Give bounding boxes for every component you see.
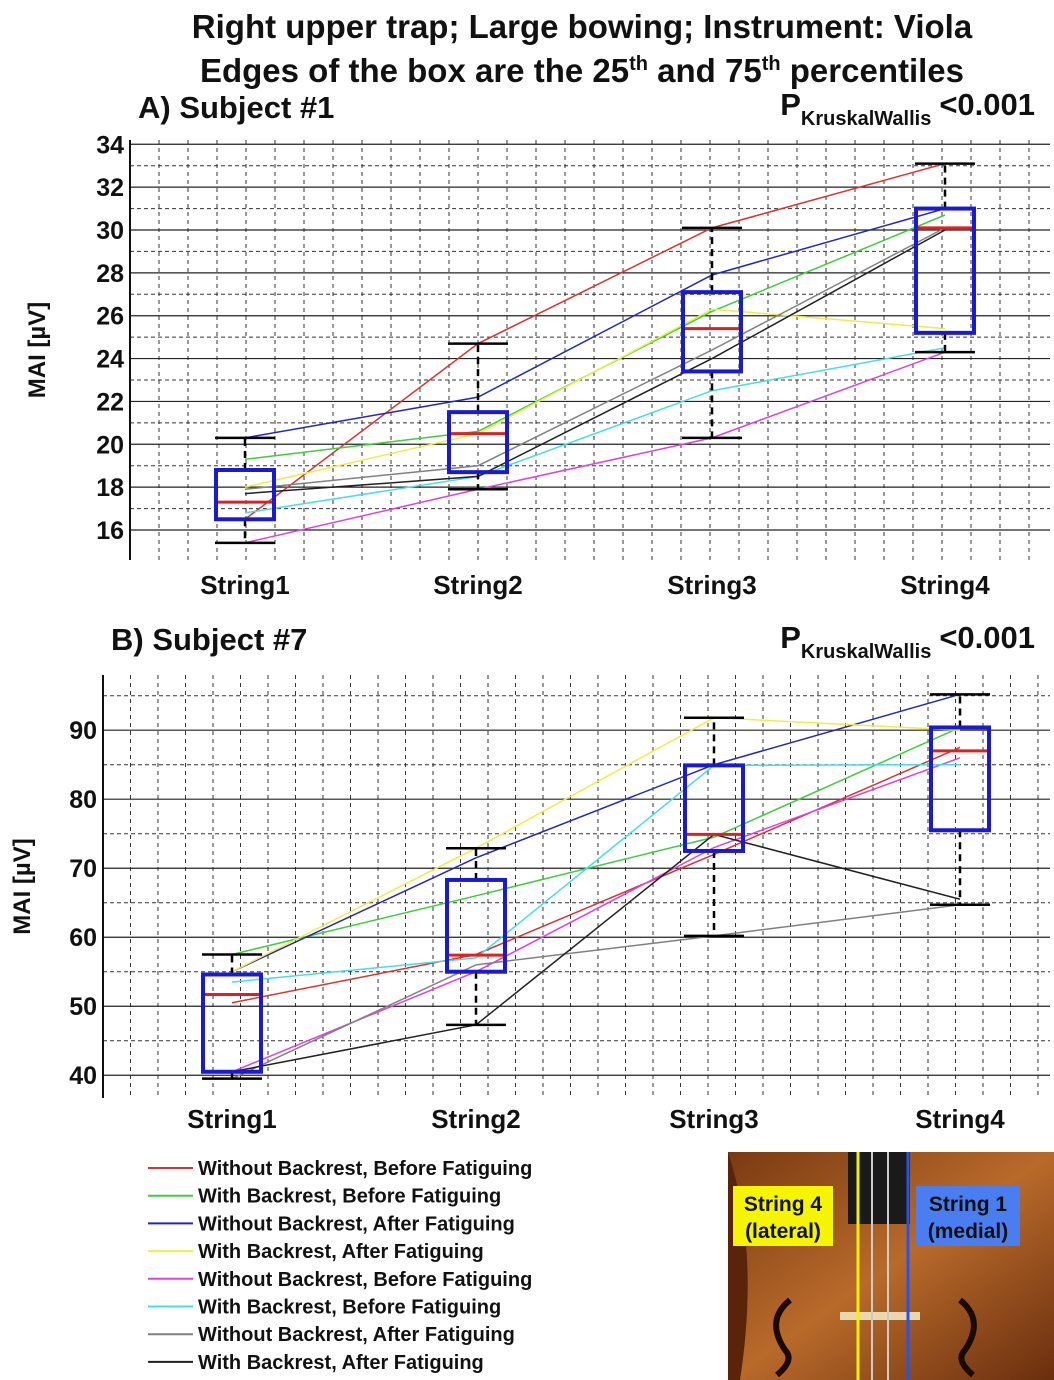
legend-label: With Backrest, Before Fatiguing (198, 1297, 501, 1319)
subtitle-part: and 75 (648, 52, 762, 89)
box (201, 972, 263, 1074)
x-tick-label: String3 (667, 570, 757, 600)
legend-label: Without Backrest, Before Fatiguing (198, 1158, 532, 1180)
series-line (244, 308, 946, 488)
box (914, 206, 976, 335)
series-line (244, 207, 946, 439)
x-tick-label: String1 (200, 570, 290, 600)
violin-label: String 1 (929, 1193, 1007, 1216)
y-tick-label: 22 (96, 388, 124, 416)
y-tick-label: 18 (96, 474, 124, 502)
series-line (231, 726, 961, 956)
series-line (231, 746, 961, 1004)
box (683, 763, 745, 853)
box (681, 290, 743, 374)
legend-label: With Backrest, Before Fatiguing (198, 1186, 501, 1208)
x-tick-label: String1 (187, 1104, 277, 1134)
y-tick-label: 60 (69, 924, 97, 952)
series-line (244, 347, 946, 514)
series-line (231, 717, 961, 973)
y-tick-label: 28 (96, 260, 124, 288)
figure-title: Right upper trap; Large bowing; Instrume… (192, 8, 973, 45)
figure-subtitle: Edges of the box are the 25th and 75th p… (200, 52, 964, 89)
y-tick-label: 90 (69, 717, 97, 745)
chart-title: A) Subject #1 (138, 90, 334, 125)
y-tick-label: 80 (69, 786, 97, 814)
legend-label: Without Backrest, Before Fatiguing (198, 1269, 532, 1291)
subtitle-part: th (762, 53, 781, 75)
box (929, 725, 991, 833)
y-tick-label: 24 (96, 346, 124, 374)
y-tick-label: 16 (96, 517, 124, 545)
violin-label: (medial) (928, 1220, 1009, 1243)
legend-label: With Backrest, After Fatiguing (198, 1241, 484, 1263)
series-line (244, 227, 946, 491)
x-tick-label: String2 (431, 1104, 521, 1134)
legend-label: With Backrest, After Fatiguing (198, 1352, 484, 1374)
y-axis-label: MAI [µV] (9, 838, 36, 934)
series-line (244, 162, 946, 520)
legend-label: Without Backrest, After Fatiguing (198, 1324, 515, 1346)
y-tick-label: 30 (96, 217, 124, 245)
y-tick-label: 40 (69, 1062, 97, 1090)
x-tick-label: String4 (915, 1104, 1005, 1134)
y-axis-label: MAI [µV] (24, 302, 51, 398)
series-line (231, 904, 961, 1080)
y-tick-label: 34 (96, 131, 124, 159)
series-line (244, 351, 946, 544)
legend-label: Without Backrest, After Fatiguing (198, 1213, 515, 1235)
violin-photo (728, 1152, 1054, 1380)
box (445, 877, 507, 974)
series-line (231, 833, 961, 1073)
violin-label: String 4 (744, 1193, 822, 1216)
p-subscript: KruskalWallis (801, 641, 931, 663)
y-tick-label: 20 (96, 431, 124, 459)
y-tick-label: 26 (96, 303, 124, 331)
subtitle-part: percentiles (781, 52, 964, 89)
p-symbol: P (780, 87, 801, 122)
p-subscript: KruskalWallis (801, 108, 931, 130)
box (214, 468, 276, 522)
p-text: <0.001 (939, 87, 1035, 122)
subtitle-part: Edges of the box are the 25 (200, 52, 629, 89)
y-tick-label: 70 (69, 855, 97, 883)
series-line (244, 229, 946, 495)
p-text: <0.001 (939, 620, 1035, 655)
p-value-annotation: PKruskalWallis <0.001 (780, 87, 1035, 130)
series-line (231, 693, 961, 973)
p-value-annotation: PKruskalWallis <0.001 (780, 620, 1035, 663)
p-symbol: P (780, 620, 801, 655)
chart-title: B) Subject #7 (111, 622, 307, 657)
x-tick-label: String2 (433, 570, 523, 600)
x-tick-label: String3 (669, 1104, 759, 1134)
series-line (231, 757, 961, 1073)
x-tick-label: String4 (900, 570, 990, 600)
subtitle-part: th (629, 53, 648, 75)
y-tick-label: 32 (96, 174, 124, 202)
violin-label: (lateral) (745, 1220, 821, 1243)
y-tick-label: 50 (69, 993, 97, 1021)
series-line (231, 763, 961, 983)
box (447, 410, 509, 475)
